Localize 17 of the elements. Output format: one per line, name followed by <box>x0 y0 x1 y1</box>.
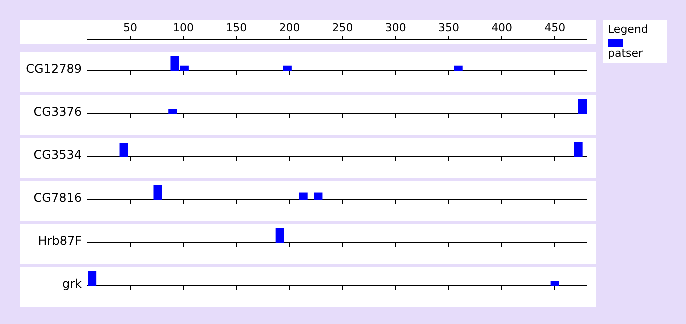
x-tick-label: 250 <box>332 21 354 34</box>
x-tick-label: 150 <box>226 21 248 34</box>
x-tick-label: 50 <box>123 21 138 34</box>
legend-label: patser <box>608 47 644 60</box>
y-axis-title: CG3376 <box>32 105 82 119</box>
x-tick-label: 200 <box>279 21 300 34</box>
x-tick-label: 350 <box>438 21 460 34</box>
x-tick-label: 100 <box>173 21 194 34</box>
y-axis-title: grk <box>62 277 82 291</box>
y-axis-title: Hrb87F <box>37 234 82 248</box>
x-tick-label: 300 <box>385 21 406 34</box>
x-tick-label: 450 <box>544 21 566 34</box>
legend-title: Legend <box>608 23 650 36</box>
y-axis-title: CG3534 <box>32 148 82 162</box>
x-tick-label: 400 <box>492 21 513 34</box>
y-axis-title: CG12789 <box>25 62 82 76</box>
y-axis-title: CG7816 <box>32 191 82 205</box>
